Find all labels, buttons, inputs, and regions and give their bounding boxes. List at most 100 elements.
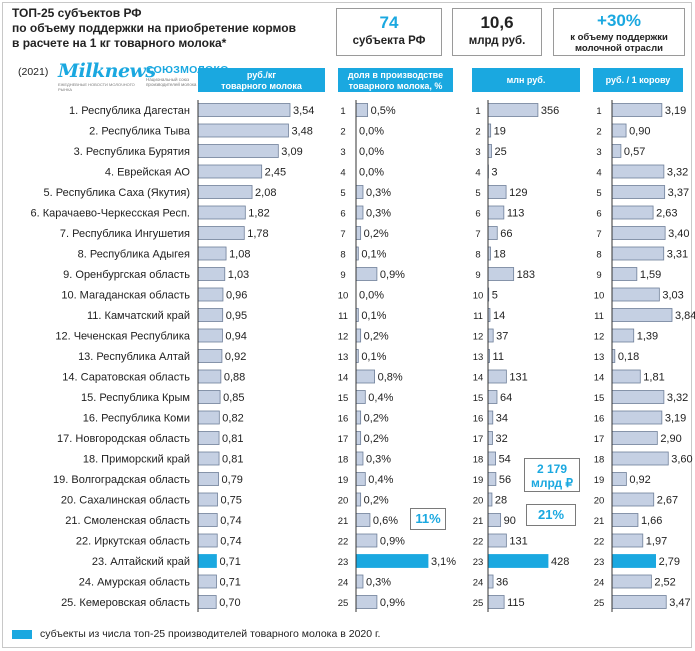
rank-label: 15 xyxy=(473,393,484,404)
bar xyxy=(487,574,494,589)
rank-label: 10 xyxy=(473,291,484,302)
value-label: 115 xyxy=(507,597,525,609)
value-label: 14 xyxy=(493,310,505,322)
value-label: 1,03 xyxy=(228,269,249,281)
header-rub-per-cow: руб. / 1 корову xyxy=(593,68,683,92)
value-label: 3,03 xyxy=(662,290,683,302)
rank-label: 16 xyxy=(338,414,349,425)
value-label: 183 xyxy=(517,269,535,281)
bar xyxy=(611,595,667,609)
value-label: 0,3% xyxy=(366,577,391,589)
region-label: 25. Кемеровская область xyxy=(61,597,190,609)
bar xyxy=(197,267,226,281)
value-label: 0,94 xyxy=(225,331,246,343)
region-label: 8. Республика Адыгея xyxy=(78,249,190,261)
bar xyxy=(611,533,644,548)
value-label: 2,63 xyxy=(656,208,677,220)
value-label: 2,67 xyxy=(657,495,678,507)
rank-label: 1 xyxy=(475,106,480,117)
rub-total-callout: 2 179 млрд ₽ xyxy=(524,458,580,492)
rub-share-value: 21% xyxy=(537,507,565,522)
bar xyxy=(197,226,245,240)
value-label: 0,2% xyxy=(364,433,389,445)
value-label: 32 xyxy=(495,433,507,445)
bar xyxy=(197,103,291,117)
bar xyxy=(355,492,362,507)
region-label: 18. Приморский край xyxy=(83,454,190,466)
rank-label: 19 xyxy=(473,475,484,486)
bar xyxy=(611,492,655,507)
title-line-2: по объему поддержки на приобретение корм… xyxy=(12,21,296,35)
rank-label: 5 xyxy=(475,188,480,199)
rank-label: 8 xyxy=(475,250,480,261)
value-label: 0,92 xyxy=(225,351,246,363)
bar xyxy=(197,328,223,343)
rank-label: 2 xyxy=(475,127,480,138)
bar xyxy=(487,328,494,343)
value-label: 19 xyxy=(494,126,506,138)
bar xyxy=(355,451,364,466)
bar xyxy=(487,595,505,609)
value-label: 0,74 xyxy=(220,536,241,548)
bar xyxy=(611,369,641,384)
rank-label: 21 xyxy=(594,516,605,527)
rank-label: 18 xyxy=(338,455,349,466)
region-label: 17. Новгородская область xyxy=(57,433,190,445)
kpi-growth: +30% к объему поддержки молочной отрасли xyxy=(553,8,685,56)
rank-label: 24 xyxy=(338,578,349,589)
bar xyxy=(611,144,622,158)
bar xyxy=(197,123,289,138)
rank-label: 18 xyxy=(594,455,605,466)
rank-label: 10 xyxy=(594,291,605,302)
rank-label: 11 xyxy=(473,311,483,322)
bar xyxy=(611,472,627,486)
value-label: 0,3% xyxy=(366,208,391,220)
rank-label: 17 xyxy=(473,434,484,445)
value-label: 3,47 xyxy=(669,597,690,609)
rank-label: 19 xyxy=(594,475,605,486)
bar xyxy=(355,410,362,425)
header-mln-rub: млн руб. xyxy=(472,68,580,92)
bar xyxy=(355,595,378,609)
legend-swatch xyxy=(12,630,32,639)
value-label: 0,5% xyxy=(371,105,396,117)
chart-title: ТОП-25 субъектов РФ по объему поддержки … xyxy=(12,6,332,51)
rank-label: 14 xyxy=(473,373,484,384)
bar xyxy=(487,185,507,199)
milknews-tagline: ЕЖЕДНЕВНЫЕ НОВОСТИ МОЛОЧНОГО РЫНКА xyxy=(58,82,135,92)
rank-label: 11 xyxy=(338,311,348,322)
value-label: 37 xyxy=(496,331,508,343)
value-label: 428 xyxy=(551,556,569,568)
rank-label: 4 xyxy=(596,168,601,179)
value-label: 64 xyxy=(500,392,512,404)
share-total-value: 11% xyxy=(415,511,441,526)
bar xyxy=(611,185,666,199)
value-label: 1,66 xyxy=(641,515,662,527)
bar xyxy=(611,123,627,138)
rank-label: 7 xyxy=(475,229,480,240)
bar xyxy=(611,410,663,425)
bar xyxy=(611,287,660,302)
kpi-growth-value: +30% xyxy=(597,11,641,30)
region-label: 10. Магаданская область xyxy=(61,290,190,302)
value-label: 0,92 xyxy=(629,474,650,486)
bar xyxy=(197,164,263,179)
bar xyxy=(355,328,362,343)
bar xyxy=(487,431,493,445)
value-label: 1,08 xyxy=(229,249,250,261)
bar xyxy=(355,390,366,404)
bar xyxy=(611,328,635,343)
value-label: 129 xyxy=(509,187,527,199)
region-label: 19. Волгоградская область xyxy=(53,474,190,486)
region-label: 20. Сахалинская область xyxy=(61,495,190,507)
value-label: 1,78 xyxy=(247,228,268,240)
bar xyxy=(611,513,639,527)
kpi-amount-label: млрд руб. xyxy=(468,35,526,47)
bar xyxy=(197,308,224,322)
bar xyxy=(197,205,246,220)
rank-label: 23 xyxy=(594,557,605,568)
rank-label: 9 xyxy=(340,270,345,281)
bar xyxy=(611,451,669,466)
value-label: 0,18 xyxy=(618,351,639,363)
